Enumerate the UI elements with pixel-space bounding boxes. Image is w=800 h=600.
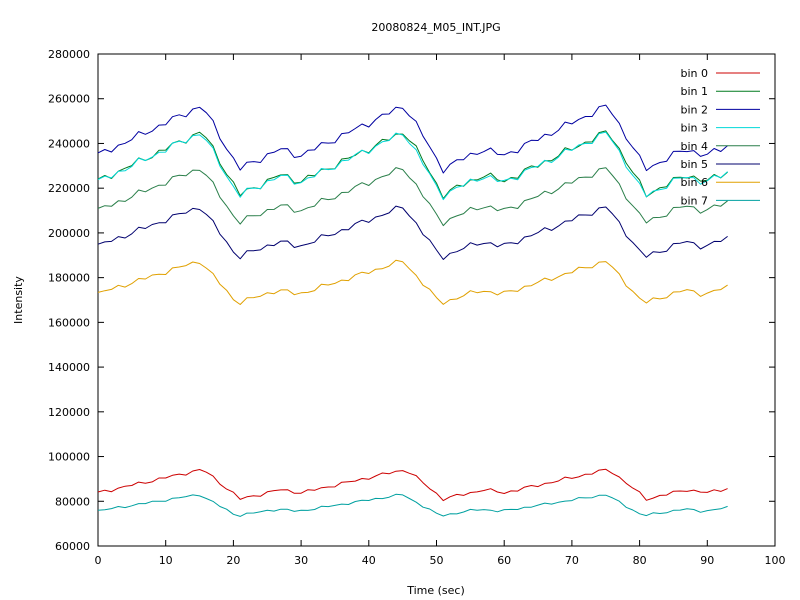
x-axis-label: Time (sec) [406, 584, 465, 597]
x-tick-label: 100 [765, 554, 786, 567]
legend-label: bin 3 [680, 122, 708, 135]
x-tick-label: 70 [565, 554, 579, 567]
legend: bin 0 bin 1 bin 2 bin 3 bin 4 bin 5 bin 6 bin 7 [680, 67, 760, 207]
x-tick-label: 0 [95, 554, 102, 567]
series-layer [97, 104, 728, 517]
y-axis-label: Intensity [12, 276, 25, 324]
y-tick-label: 140000 [48, 361, 90, 374]
series-line-bin-5 [97, 205, 728, 260]
legend-label: bin 0 [680, 67, 708, 80]
legend-label: bin 7 [680, 194, 708, 207]
legend-label: bin 6 [680, 176, 708, 189]
axis-ticks: 0 10 20 30 40 50 60 70 80 90 100 60000 80000 100000 12… [48, 48, 786, 567]
y-tick-label: 80000 [55, 495, 90, 508]
x-tick-label: 50 [430, 554, 444, 567]
x-tick-label: 80 [633, 554, 647, 567]
y-tick-label: 60000 [55, 540, 90, 553]
y-tick-label: 220000 [48, 182, 90, 195]
y-tick-label: 160000 [48, 316, 90, 329]
chart-title: 20080824_M05_INT.JPG [371, 21, 500, 34]
plot-frame [97, 53, 776, 547]
y-tick-label: 280000 [48, 48, 90, 61]
series-line-bin-0 [97, 468, 728, 502]
series-line-bin-1 [97, 130, 728, 200]
x-tick-label: 30 [294, 554, 308, 567]
legend-label: bin 1 [680, 85, 708, 98]
series-line-bin-4 [97, 167, 728, 227]
y-tick-label: 180000 [48, 272, 90, 285]
series-line-bin-7 [97, 493, 728, 517]
y-tick-label: 260000 [48, 93, 90, 106]
series-line-bin-6 [97, 259, 728, 305]
y-tick-label: 200000 [48, 227, 90, 240]
x-tick-label: 90 [700, 554, 714, 567]
legend-label: bin 4 [680, 140, 708, 153]
y-tick-label: 120000 [48, 406, 90, 419]
x-tick-label: 40 [362, 554, 376, 567]
x-tick-label: 60 [497, 554, 511, 567]
y-tick-label: 100000 [48, 451, 90, 464]
legend-label: bin 2 [680, 103, 708, 116]
series-line-bin-3 [97, 131, 728, 201]
series-line-bin-2 [97, 104, 728, 174]
x-tick-label: 20 [226, 554, 240, 567]
x-tick-label: 10 [159, 554, 173, 567]
y-tick-label: 240000 [48, 137, 90, 150]
legend-label: bin 5 [680, 158, 708, 171]
